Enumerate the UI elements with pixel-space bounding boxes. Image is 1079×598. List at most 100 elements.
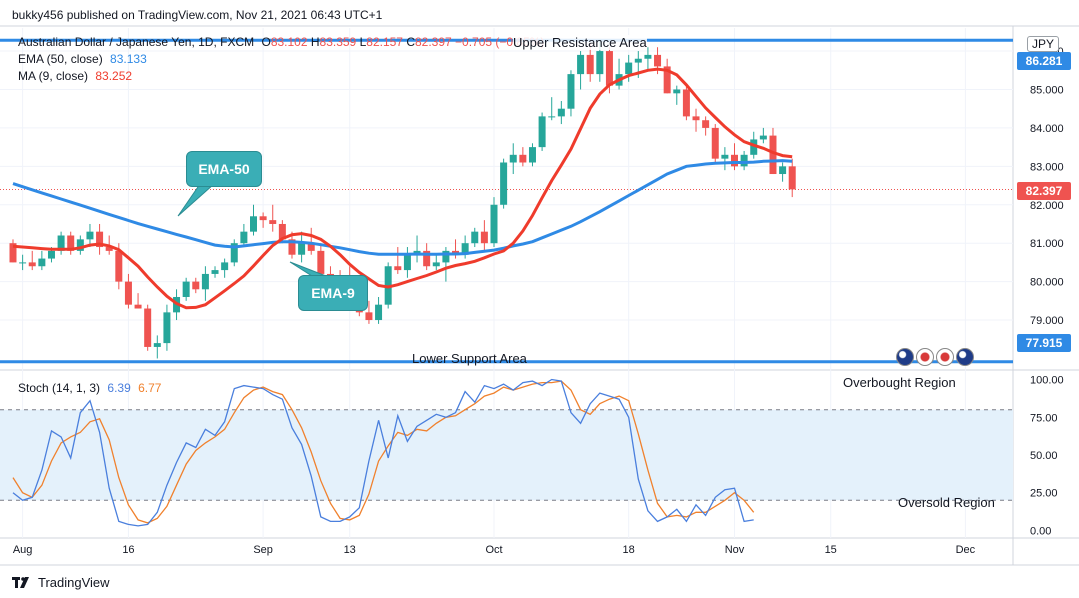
candle [96, 231, 104, 248]
event-flags[interactable] [896, 348, 974, 366]
candle [442, 250, 450, 263]
stoch-tick-label: 0.00 [1030, 525, 1051, 537]
close-value: 82.397 [414, 35, 452, 49]
candle [105, 247, 113, 251]
candle [605, 51, 613, 86]
lower-support-label: Lower Support Area [412, 351, 527, 366]
candle [519, 154, 527, 163]
candle [654, 54, 662, 67]
candle [490, 204, 498, 244]
candle [76, 239, 84, 251]
candle [298, 243, 306, 255]
overbought-label: Overbought Region [843, 375, 956, 390]
candle [577, 54, 585, 75]
candle [788, 166, 796, 190]
candle [230, 243, 238, 263]
candle [144, 308, 152, 347]
open-label: O [261, 35, 271, 49]
candle [471, 231, 479, 244]
symbol-name[interactable]: Australian Dollar / Japanese Yen, 1D, FX… [18, 35, 255, 49]
candle [269, 220, 277, 224]
candle [731, 154, 738, 167]
published-line: bukky456 published on TradingView.com, N… [12, 8, 383, 22]
price-tick-label: 84.000 [1030, 123, 1064, 135]
price-tick-label: 81.000 [1030, 238, 1064, 250]
stoch-tick-label: 75.00 [1030, 412, 1058, 424]
candle [682, 89, 690, 117]
symbol-legend: Australian Dollar / Japanese Yen, 1D, FX… [18, 35, 548, 49]
candle [67, 235, 75, 251]
stoch-legend[interactable]: Stoch (14, 1, 3) 6.39 6.77 [18, 381, 165, 395]
candle [759, 135, 767, 140]
candle [663, 66, 671, 94]
candle [644, 54, 652, 59]
open-value: 83.102 [270, 35, 308, 49]
resistance-price-box: 86.281 [1017, 52, 1071, 70]
candle [423, 250, 431, 267]
stoch-d-value: 6.77 [138, 381, 162, 395]
candle [182, 281, 190, 297]
time-tick-label: Sep [253, 544, 273, 556]
candle [384, 266, 392, 305]
candle [365, 312, 373, 321]
footer-brand[interactable]: TradingView [12, 575, 110, 590]
candle [740, 154, 748, 167]
candle [394, 266, 402, 271]
candle [192, 281, 200, 290]
candle [201, 273, 209, 290]
low-value: 82.157 [366, 35, 403, 49]
low-label: L [359, 35, 367, 49]
candle [307, 243, 315, 251]
price-tick-label: 80.000 [1030, 277, 1064, 289]
candle [288, 239, 296, 255]
candle [596, 51, 604, 75]
ema-label: EMA (50, close) [18, 52, 103, 66]
candle [538, 116, 546, 148]
candle [86, 231, 94, 240]
australia-flag-icon[interactable] [896, 348, 914, 366]
ema9-callout: EMA-9 [298, 275, 368, 311]
candle [240, 231, 248, 244]
ma-label: MA (9, close) [18, 69, 89, 83]
candle [721, 154, 729, 159]
price-tick-label: 83.000 [1030, 161, 1064, 173]
candle [711, 127, 719, 159]
candle [480, 231, 488, 244]
japan-flag-icon[interactable] [916, 348, 934, 366]
candle [211, 270, 219, 274]
ema50-callout: EMA-50 [186, 151, 262, 187]
candle [432, 262, 440, 267]
time-tick-label: Oct [485, 544, 502, 556]
support-price-box: 77.915 [1017, 334, 1071, 352]
high-value: 83.359 [319, 35, 357, 49]
price-tick-label: 85.000 [1030, 84, 1064, 96]
candle [567, 74, 575, 109]
ema50-callout-pointer [177, 183, 216, 217]
high-label: H [310, 35, 320, 49]
candle [509, 154, 517, 163]
time-tick-label: Aug [13, 544, 33, 556]
current-price-box: 82.397 [1017, 182, 1071, 200]
time-tick-label: Nov [725, 544, 745, 556]
stoch-label: Stoch (14, 1, 3) [18, 381, 101, 395]
australia-flag-icon-2[interactable] [956, 348, 974, 366]
candle [317, 250, 325, 274]
ma-legend[interactable]: MA (9, close) 83.252 [18, 69, 136, 83]
candle [528, 147, 536, 163]
candle [259, 216, 267, 221]
candle [134, 304, 142, 309]
candle [500, 162, 508, 205]
currency-label[interactable]: JPY [1027, 36, 1060, 52]
time-tick-label: Dec [956, 544, 976, 556]
candle [250, 216, 257, 232]
ma-value: 83.252 [95, 69, 133, 83]
japan-flag-icon-2[interactable] [936, 348, 954, 366]
ema-legend[interactable]: EMA (50, close) 83.133 [18, 52, 151, 66]
stoch-tick-label: 50.00 [1030, 450, 1058, 462]
time-tick-label: 16 [122, 544, 134, 556]
candle [163, 312, 171, 344]
stoch-band [0, 409, 1013, 501]
candle [557, 108, 565, 117]
price-tick-label: 82.000 [1030, 200, 1064, 212]
